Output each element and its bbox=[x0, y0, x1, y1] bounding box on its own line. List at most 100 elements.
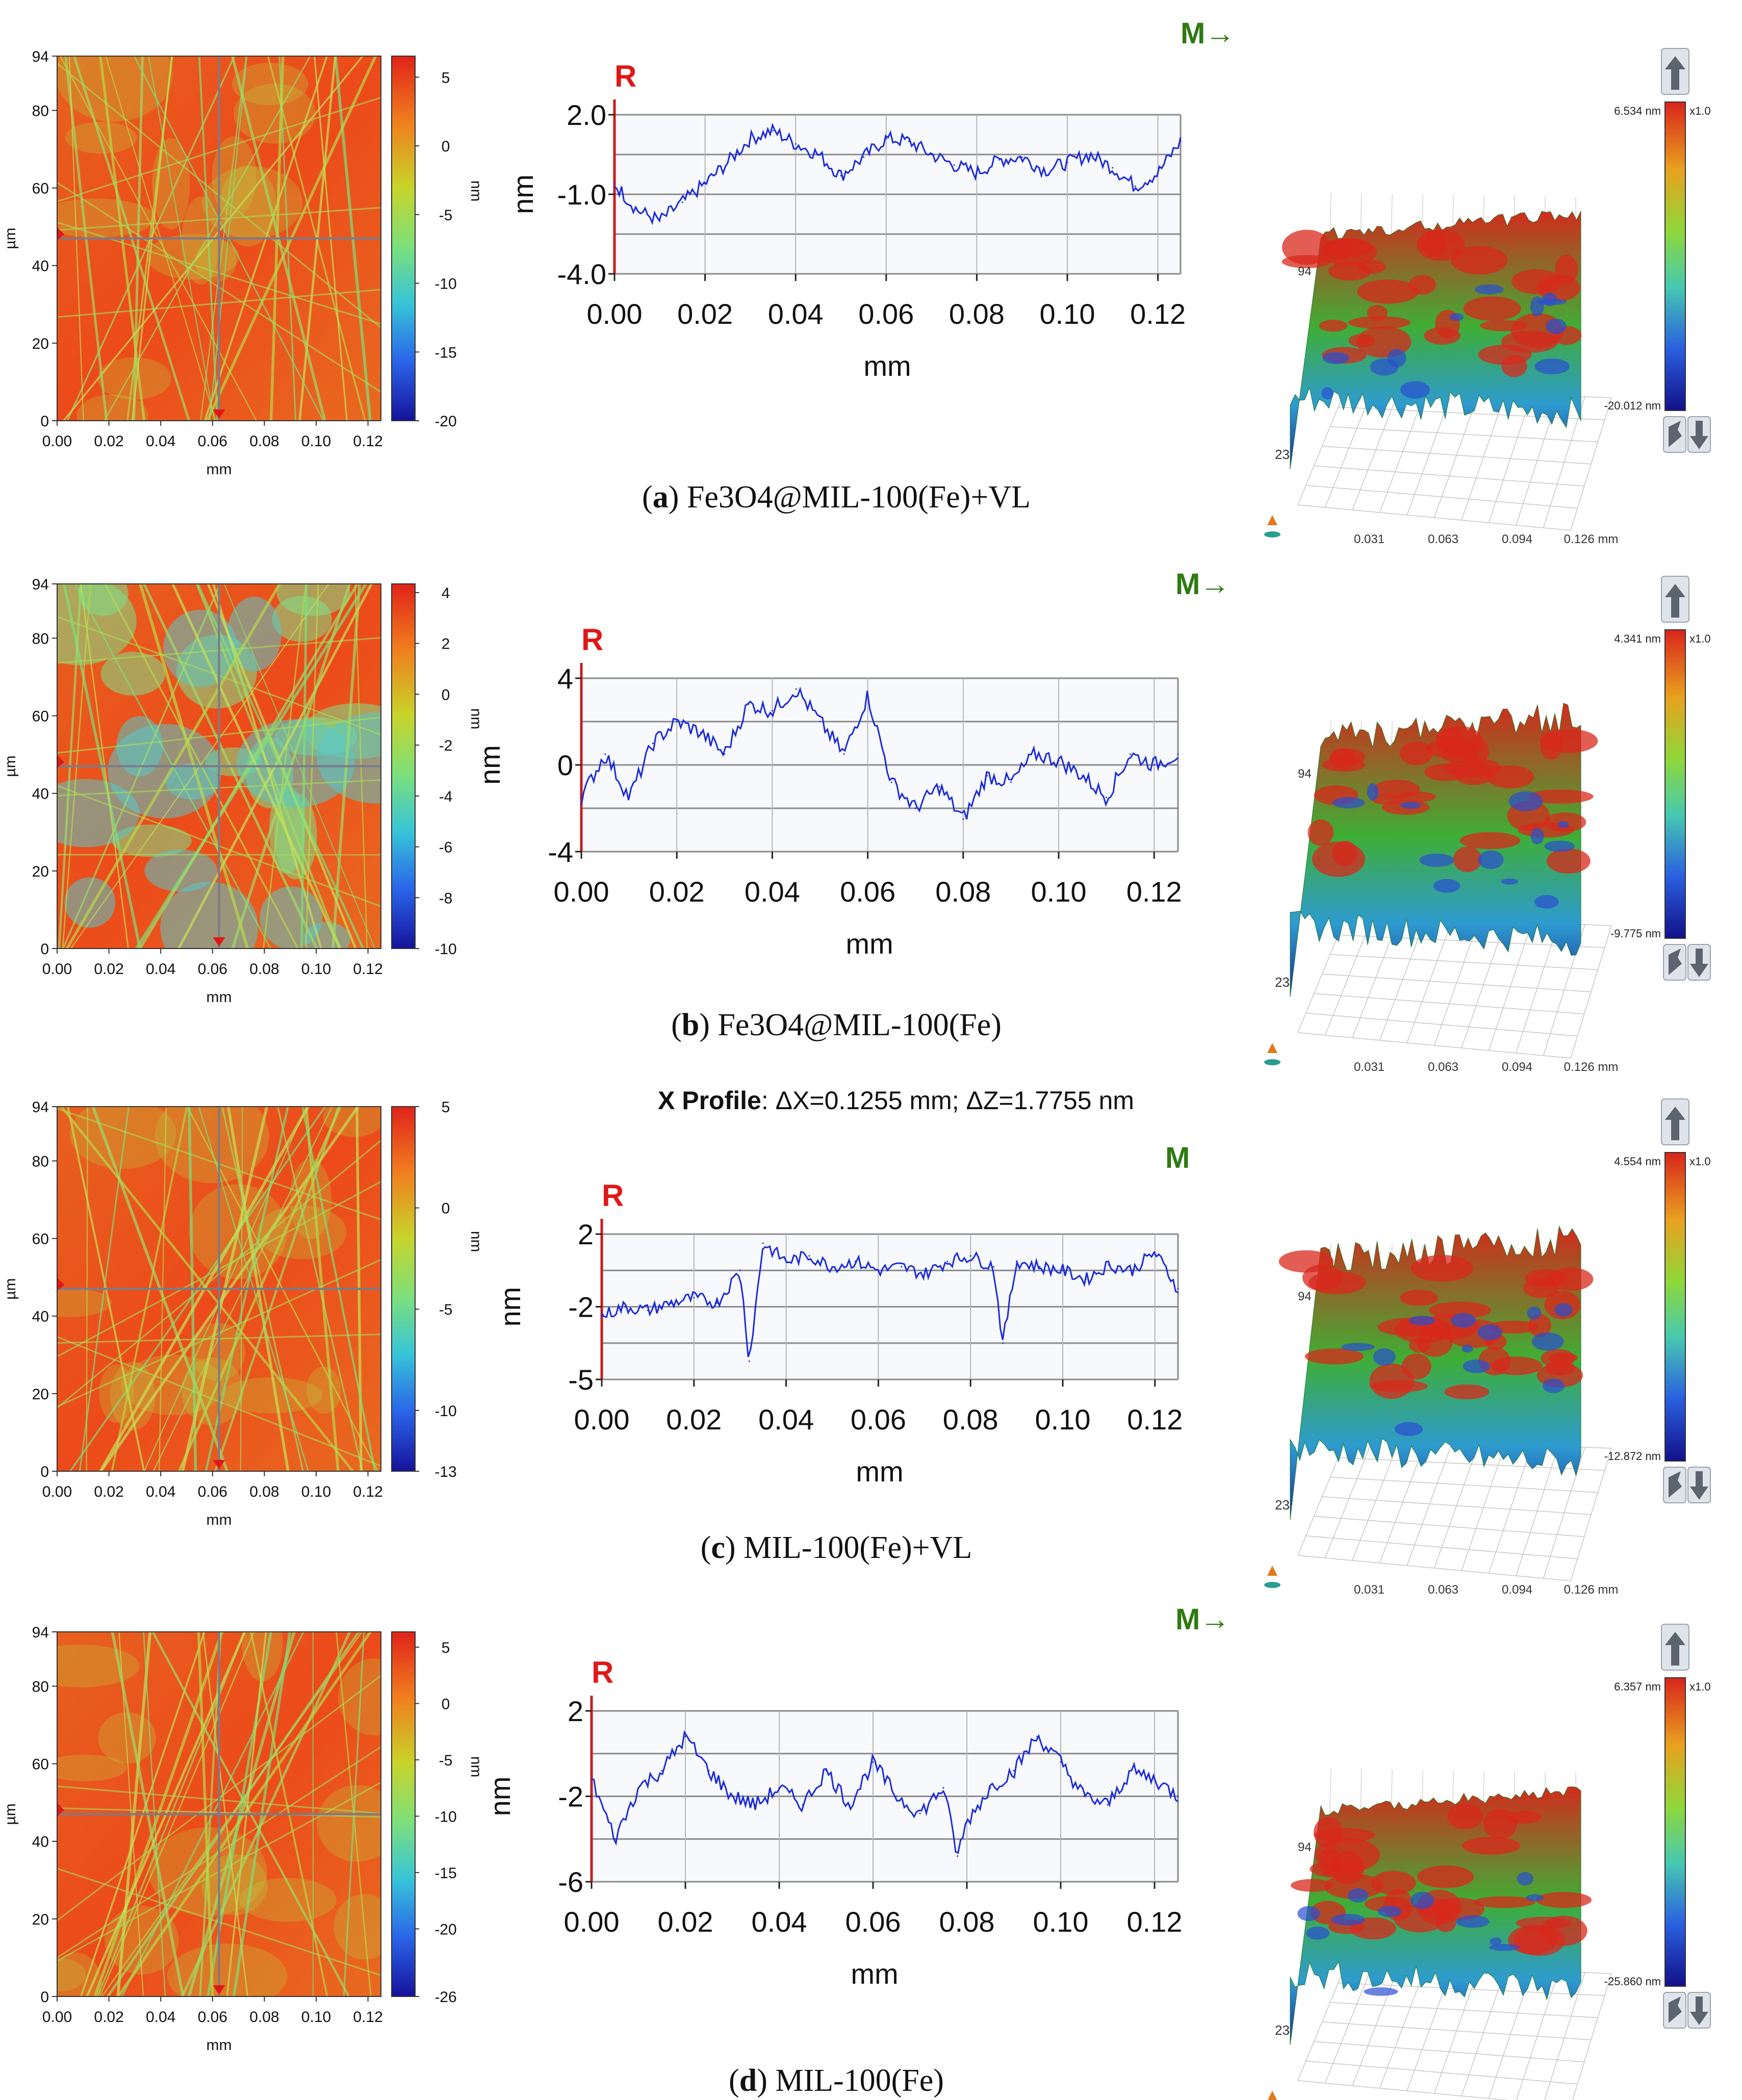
scroll-up-button[interactable] bbox=[1661, 1624, 1689, 1671]
y-tick-label: 80 bbox=[32, 1153, 49, 1170]
surface-valley bbox=[1557, 821, 1569, 828]
profile-point bbox=[684, 1735, 686, 1737]
x-tick-label: 0.02 bbox=[658, 1906, 713, 1938]
surface-valley bbox=[1508, 791, 1543, 811]
surface-peak bbox=[1291, 1879, 1333, 1892]
axis-tick-label: 0.031 bbox=[1354, 532, 1385, 546]
profile-point bbox=[924, 1273, 926, 1275]
surface-peak bbox=[1372, 794, 1403, 805]
profile-marker-label: R bbox=[592, 1655, 613, 1689]
x-tick-label: 0.02 bbox=[94, 2009, 123, 2026]
surface-valley bbox=[1478, 850, 1504, 869]
row-b: 0.00 0.02 0.04 0.06 0.08 0.10 0.12mm0204060809… bbox=[2, 568, 1711, 1074]
profile-a: 2.0 -1.0 -4.0 0.00 0.02 0.04 0.06 0.08 0.10 0.12 m… bbox=[507, 59, 1186, 382]
profile-point bbox=[872, 1761, 874, 1763]
floor-grid-line bbox=[1572, 1973, 1612, 2100]
scroll-down-button[interactable] bbox=[1687, 416, 1711, 453]
surface-valley bbox=[1408, 1316, 1436, 1325]
profile-point bbox=[1016, 1260, 1018, 1262]
floor-grid-line bbox=[1305, 1012, 1578, 1037]
rotate-button[interactable] bbox=[1663, 1467, 1686, 1503]
rotate-button[interactable] bbox=[1663, 416, 1686, 453]
profile-point bbox=[731, 1796, 733, 1797]
axis-tick-label: 0.094 bbox=[1502, 1583, 1532, 1597]
rotate-button[interactable] bbox=[1663, 1992, 1686, 2029]
profile-point bbox=[1153, 764, 1155, 766]
scroll-up-button[interactable] bbox=[1661, 48, 1689, 95]
surface-valley bbox=[1489, 1944, 1520, 1951]
texture-patch bbox=[317, 1785, 381, 1862]
colorbar-unit: nm bbox=[468, 181, 484, 202]
floor-grid-line bbox=[1330, 954, 1598, 970]
row-c: 0.00 0.02 0.04 0.06 0.08 0.10 0.12mm0204060809… bbox=[2, 1098, 1711, 1597]
x-tick-label: 0.02 bbox=[649, 876, 705, 908]
texture-patch bbox=[167, 1943, 288, 1996]
texture-patch bbox=[65, 121, 137, 154]
profile-point bbox=[986, 775, 988, 777]
profile-point bbox=[676, 721, 678, 723]
colorbar-tick-label: 2 bbox=[442, 636, 450, 653]
scroll-down-button[interactable] bbox=[1687, 1467, 1711, 1503]
side-tick-label: 23 bbox=[1275, 2022, 1290, 2038]
surface-peak bbox=[1459, 832, 1521, 850]
floor-grid-line bbox=[1297, 504, 1571, 531]
floor-grid-line bbox=[1314, 2041, 1584, 2063]
caption-letter-a: a bbox=[653, 480, 669, 515]
x-tick-label: 0.10 bbox=[1031, 876, 1087, 908]
axis-tick-label: 0.063 bbox=[1428, 1583, 1458, 1597]
texture-patch bbox=[57, 1644, 140, 1687]
texture-patch bbox=[57, 1288, 112, 1317]
x-tick-label: 0.12 bbox=[353, 961, 382, 978]
colorbar-tick-label: -20 bbox=[434, 413, 456, 430]
surface3d-a: 94 23 0.031 0.063 0.094 0.126 mm 6.534 nm -20.0… bbox=[1264, 48, 1711, 546]
surface-peak bbox=[1401, 1353, 1431, 1379]
axis-origin-icon bbox=[1267, 515, 1277, 525]
profile-point bbox=[762, 1242, 764, 1244]
colorbar bbox=[391, 1106, 416, 1472]
marker-triangle bbox=[213, 937, 225, 946]
x-tick-label: 0.06 bbox=[198, 433, 227, 450]
side-tick-label: 94 bbox=[1298, 265, 1312, 278]
profile-point bbox=[817, 153, 819, 156]
heatmap-frame bbox=[57, 1106, 381, 1472]
surface-valley bbox=[1463, 1359, 1490, 1373]
surface-peak bbox=[1331, 1851, 1365, 1885]
profile-point bbox=[1106, 797, 1108, 799]
floor-grid-line bbox=[1305, 2060, 1578, 2085]
profile-point bbox=[1107, 1804, 1109, 1806]
scroll-down-button[interactable] bbox=[1687, 1992, 1711, 2029]
texture-patch bbox=[112, 824, 192, 857]
surface-valley bbox=[1501, 878, 1518, 885]
texture-patch bbox=[110, 1362, 156, 1430]
surface-peak bbox=[1367, 304, 1388, 321]
colorbar-tick-label: -15 bbox=[434, 1865, 456, 1882]
y-tick-label: -4.0 bbox=[557, 258, 607, 290]
surface-valley bbox=[1331, 1913, 1365, 1926]
rotate-icon bbox=[1669, 421, 1682, 447]
texture-patch bbox=[160, 882, 259, 949]
rotate-button[interactable] bbox=[1663, 944, 1686, 981]
axis-origin-icon bbox=[1267, 1566, 1277, 1576]
surface-peak bbox=[1348, 316, 1411, 329]
surface-peak bbox=[1312, 841, 1365, 877]
surface-peak bbox=[1400, 1290, 1439, 1306]
profile-point bbox=[819, 721, 821, 723]
profile-marker-label: R bbox=[614, 59, 636, 93]
scroll-up-button[interactable] bbox=[1661, 1098, 1689, 1145]
x-tick-label: 0.06 bbox=[198, 961, 227, 978]
profile-point bbox=[1108, 1264, 1110, 1266]
axis-tick-label: 0.031 bbox=[1354, 1060, 1385, 1074]
surface-valley bbox=[1347, 1888, 1369, 1903]
profile-point bbox=[693, 1297, 695, 1299]
scroll-up-button[interactable] bbox=[1661, 576, 1689, 623]
profile-point bbox=[901, 1266, 903, 1268]
profile-point bbox=[843, 753, 845, 755]
x-tick-label: 0.04 bbox=[745, 876, 800, 908]
surface-valley bbox=[1332, 797, 1365, 809]
scroll-down-button[interactable] bbox=[1687, 944, 1711, 981]
surface-valley bbox=[1530, 296, 1545, 317]
x-tick-label: 0.10 bbox=[1033, 1906, 1089, 1938]
surface-valley bbox=[1526, 1894, 1544, 1902]
surface-peak bbox=[1408, 1338, 1431, 1353]
colorbar-3d bbox=[1664, 629, 1686, 939]
